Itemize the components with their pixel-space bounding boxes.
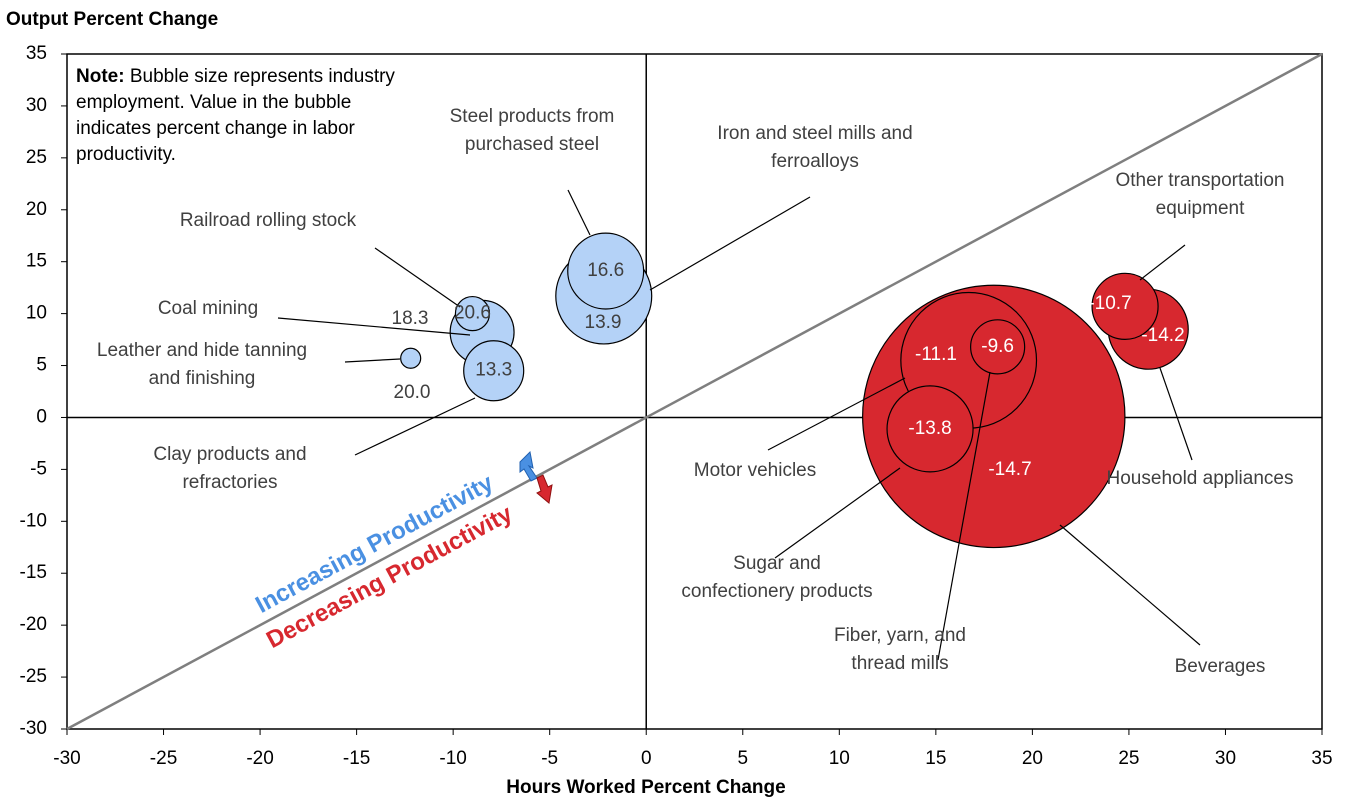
plot-frame [66, 53, 1323, 730]
productivity-label: 20.0 [394, 382, 431, 403]
bubble-name: Sugar and [733, 553, 821, 574]
bubble [400, 347, 422, 369]
note-text: Bubble size represents industry [130, 66, 396, 87]
y-tick-label: -10 [20, 510, 47, 531]
x-tick-label: 10 [829, 748, 850, 769]
bubble [1091, 272, 1159, 340]
y-axis-title: Output Percent Change [6, 9, 218, 30]
bubble-name: Leather and hide tanning [97, 340, 307, 361]
bubble-name: Railroad rolling stock [180, 210, 357, 231]
x-axis-title: Hours Worked Percent Change [506, 777, 785, 798]
bubble-name: equipment [1156, 198, 1245, 219]
y-tick-label: 20 [26, 199, 47, 220]
productivity-label: -13.8 [908, 418, 951, 439]
y-tick-label: 5 [36, 355, 47, 376]
productivity-label: -11.1 [915, 344, 957, 365]
arrow-down [536, 474, 553, 504]
note-line: indicates percent change in labor [76, 118, 356, 139]
bubble-name: and finishing [149, 368, 256, 389]
leader-line [1139, 244, 1186, 281]
y-tick-label: 15 [26, 251, 47, 272]
y-tick-label: 0 [36, 406, 47, 427]
y-tick-label: 10 [26, 303, 47, 324]
note: Note: Bubble size represents industry em… [76, 66, 395, 165]
arrow-up [519, 450, 538, 482]
y-tick-label: -15 [20, 562, 47, 583]
bubble-name: Clay products and [153, 444, 306, 465]
productivity-label: -9.6 [981, 336, 1014, 357]
x-tick-label: -5 [541, 748, 558, 769]
bubble-name: Coal mining [158, 298, 258, 319]
note-bold: Note: [76, 66, 125, 87]
x-tick-label: -25 [150, 748, 177, 769]
leader-line [1059, 524, 1201, 646]
leader-line [1159, 367, 1193, 461]
leader-line [567, 189, 591, 236]
x-tick-label: 35 [1311, 748, 1332, 769]
diagonal [66, 52, 1323, 731]
x-tick-label: -30 [53, 748, 80, 769]
bubble-name: Steel products from [450, 106, 615, 127]
productivity-label: -10.7 [1088, 293, 1131, 314]
y-tick-label: 35 [26, 43, 47, 64]
bubble-name: Household appliances [1107, 468, 1294, 489]
x-tick-label: -15 [343, 748, 370, 769]
bubble-name: Iron and steel mills and [717, 123, 912, 144]
leader-line [649, 196, 811, 291]
bubble [463, 340, 525, 402]
productivity-label: -14.2 [1141, 325, 1184, 346]
bubble-name: purchased steel [465, 134, 599, 155]
bubble-name: Fiber, yarn, and [834, 625, 966, 646]
x-tick-label: 20 [1022, 748, 1043, 769]
bubble [567, 232, 645, 310]
y-tick-label: -5 [30, 458, 47, 479]
x-tick-label: 5 [737, 748, 748, 769]
bubble-name: ferroalloys [771, 151, 859, 172]
x-tick-label: 25 [1118, 748, 1139, 769]
productivity-label: 18.3 [392, 308, 429, 329]
productivity-label: 13.9 [585, 312, 622, 333]
y-tick-label: -20 [20, 614, 47, 635]
productivity-label: 16.6 [587, 260, 624, 281]
x-tick-label: 30 [1215, 748, 1236, 769]
x-tick-label: 15 [925, 748, 946, 769]
leader-line [937, 371, 991, 661]
productivity-label: 20.6 [454, 303, 491, 324]
bubble [454, 295, 491, 332]
leader-line [767, 377, 906, 451]
leader-line [354, 397, 476, 456]
y-tick-label: 25 [26, 147, 47, 168]
bubble-name: Beverages [1175, 656, 1266, 677]
plot [61, 52, 1323, 735]
bubble [970, 319, 1026, 375]
x-tick-label: 0 [641, 748, 652, 769]
y-tick-label: -30 [20, 718, 47, 739]
leader-line [277, 317, 471, 336]
note-line: productivity. [76, 144, 176, 165]
bubble-name: Motor vehicles [694, 460, 817, 481]
y-tick-label: -25 [20, 666, 47, 687]
x-tick-label: -10 [439, 748, 466, 769]
leader-line [374, 247, 461, 308]
bubble-name: thread mills [851, 653, 948, 674]
y-tick-label: 30 [26, 95, 47, 116]
note-line: employment. Value in the bubble [76, 92, 351, 113]
bubble-name: refractories [182, 472, 277, 493]
note-line: Note: Bubble size represents industry [76, 66, 395, 87]
productivity-label: -14.7 [988, 459, 1031, 480]
leader-line [774, 467, 901, 559]
bubble-name: confectionery products [681, 581, 872, 602]
x-tick-label: -20 [246, 748, 273, 769]
bubble [886, 385, 974, 473]
productivity-label: 13.3 [475, 360, 512, 381]
leader-line [344, 358, 401, 363]
bubble-name: Other transportation [1116, 170, 1285, 191]
